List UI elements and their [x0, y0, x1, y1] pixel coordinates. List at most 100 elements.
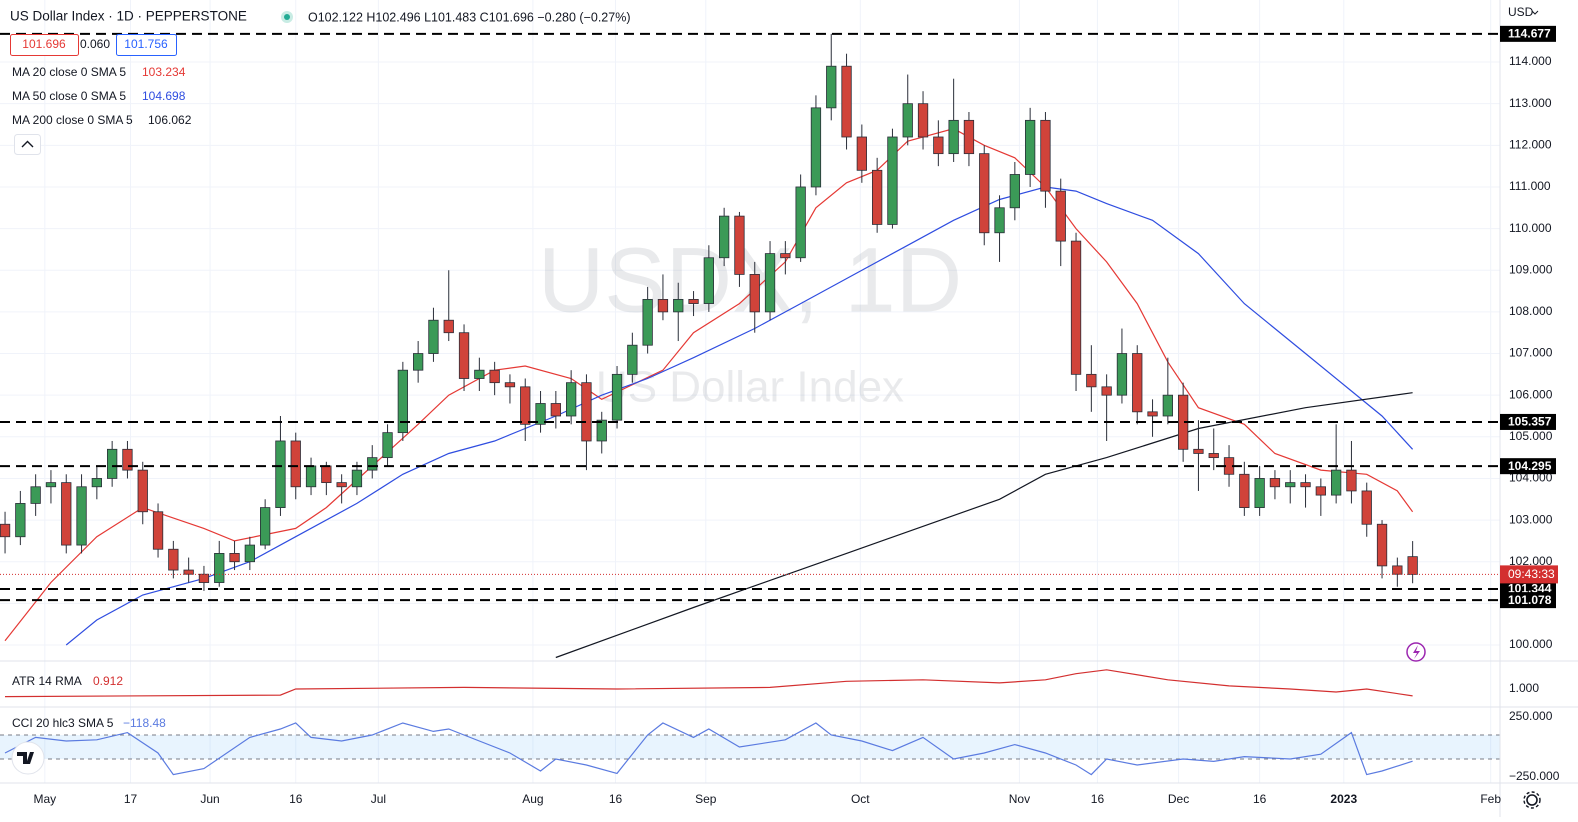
candle-body	[871, 169, 883, 225]
candle-body	[917, 103, 929, 138]
candle-body	[1315, 486, 1326, 496]
candle-body	[627, 344, 638, 375]
x-tick-label: Feb	[1480, 792, 1501, 806]
candle-body	[15, 503, 26, 538]
candle-body	[1269, 478, 1281, 488]
indicator-name: ATR 14 RMA	[12, 674, 82, 688]
candle-body	[229, 553, 240, 563]
candle-body	[902, 103, 913, 138]
level-label-box	[1500, 592, 1556, 609]
y-tick-label: 106.000	[1509, 387, 1553, 401]
x-tick-label: 16	[609, 792, 623, 806]
settings-icon[interactable]	[1523, 791, 1541, 809]
candle-body	[321, 465, 332, 484]
legend-value: 106.062	[148, 113, 192, 127]
alert-icon[interactable]	[1413, 645, 1420, 659]
candle-body	[979, 153, 990, 234]
y-tick-label: 109.000	[1509, 262, 1553, 276]
candle-body	[1285, 482, 1296, 488]
candle-body	[260, 507, 271, 546]
candle-body	[657, 298, 669, 313]
ask[interactable]: 101.756	[124, 37, 168, 51]
candle-body	[367, 457, 378, 471]
x-tick-label: 17	[124, 792, 138, 806]
candle-body	[1330, 469, 1342, 496]
y-tick-label: 114.000	[1509, 54, 1552, 68]
y-tick-label: 108.000	[1509, 304, 1553, 318]
candle-body	[152, 511, 164, 550]
currency[interactable]: USD	[1508, 5, 1534, 19]
candle-body	[1162, 394, 1173, 417]
watermark-sub: US Dollar Index	[596, 363, 904, 412]
candle-body	[397, 369, 408, 434]
candle-body	[581, 382, 592, 442]
candle-body	[764, 253, 776, 313]
candle-body	[566, 382, 577, 417]
indicator-line	[4, 669, 1413, 698]
candle-body	[1361, 490, 1372, 525]
x-tick-label: Jul	[371, 792, 386, 806]
candle-body	[550, 403, 561, 417]
candle-body	[76, 486, 87, 546]
bid-box[interactable]	[10, 34, 79, 56]
candle-body	[1132, 353, 1143, 413]
candle-body	[1040, 119, 1051, 192]
candle-body	[887, 136, 898, 225]
candle-body	[1024, 119, 1036, 175]
candle-body	[826, 65, 837, 109]
legend-name: MA 20 close 0 SMA 5	[12, 65, 126, 79]
legend-name: MA 200 close 0 SMA 5	[12, 113, 133, 127]
y-tick-label: 111.000	[1509, 179, 1551, 193]
y-tick-label: 107.000	[1509, 346, 1553, 360]
status-dot	[284, 14, 290, 20]
candle-body	[810, 107, 822, 188]
candle-body	[841, 65, 852, 138]
band	[0, 734, 1500, 759]
candle-body	[535, 403, 546, 425]
ask-box[interactable]	[116, 34, 177, 56]
candle-body	[1239, 473, 1250, 508]
indicator-line	[4, 722, 1413, 776]
candle-body	[1254, 478, 1265, 508]
candle-body	[137, 469, 148, 513]
candle-body	[0, 523, 11, 538]
candle-body	[504, 382, 516, 388]
x-tick-label: Jun	[200, 792, 219, 806]
candle-body	[1346, 469, 1357, 492]
x-tick-label: 2023	[1330, 792, 1357, 806]
bid[interactable]: 101.696	[22, 37, 66, 51]
y-tick-label: 110.000	[1509, 221, 1552, 235]
candle-body	[382, 432, 393, 459]
candle-body	[1407, 556, 1418, 575]
candle-body	[673, 298, 684, 313]
collapse-button[interactable]	[14, 134, 41, 155]
candle-body	[290, 440, 301, 488]
indicator-tick-label: 1.000	[1509, 681, 1539, 695]
candle-body	[642, 298, 653, 346]
candle-body	[1116, 353, 1128, 396]
candle-body	[1300, 482, 1311, 488]
candle-body	[963, 119, 975, 155]
level-label-box	[1500, 25, 1556, 42]
candle-body	[1070, 240, 1082, 375]
candle-body	[336, 482, 347, 488]
candle-body	[45, 482, 57, 488]
legend-value: 103.234	[142, 65, 186, 79]
candle-body	[948, 119, 959, 155]
x-tick-label: 16	[1091, 792, 1105, 806]
x-tick-label: Oct	[851, 792, 870, 806]
currency-chevron[interactable]	[1531, 10, 1539, 15]
y-tick-label: 113.000	[1509, 96, 1552, 110]
candle-body	[413, 353, 424, 371]
candle-body	[1101, 386, 1112, 396]
candle-body	[719, 215, 730, 259]
level-label: 104.295	[1508, 459, 1552, 473]
candle-body	[1193, 448, 1204, 454]
candle-body	[749, 274, 760, 313]
candle-body	[458, 332, 470, 379]
indicator-name: CCI 20 hlc3 SMA 5	[12, 716, 114, 730]
collapse-icon[interactable]	[21, 140, 34, 148]
candle-body	[428, 319, 439, 354]
